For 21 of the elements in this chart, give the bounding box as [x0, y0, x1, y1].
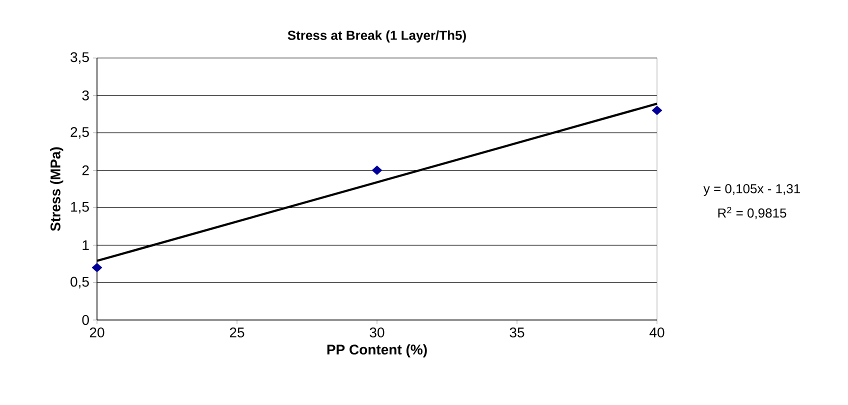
y-tick-label: 0 — [82, 315, 89, 325]
y-tick-label: 1,5 — [71, 202, 89, 214]
x-tick-label: 25 — [230, 328, 244, 338]
x-axis-title: PP Content (%) — [327, 344, 427, 358]
x-tick-label: 30 — [370, 328, 384, 338]
chart-title: Stress at Break (1 Layer/Th5) — [288, 30, 466, 43]
y-axis-title: Stress (MPa) — [50, 147, 64, 231]
y-tick-label: 2,5 — [70, 127, 89, 139]
y-tick-label: 1 — [82, 240, 89, 250]
y-tick-label: 3,5 — [70, 52, 89, 64]
point — [92, 262, 102, 272]
text: y = 0,105x - 1,31 — [703, 184, 800, 196]
point — [652, 106, 662, 116]
x-tick-label: 20 — [90, 328, 104, 338]
y-tick-label: 0,5 — [70, 276, 89, 288]
y-tick-label: 3 — [82, 90, 89, 100]
text: R$^{2}$ = 0,9815 — [718, 206, 786, 220]
x-tick-label: 40 — [650, 328, 664, 338]
point — [372, 166, 382, 175]
x-tick-label: 35 — [510, 328, 524, 338]
y-tick-label: 2 — [82, 165, 89, 176]
